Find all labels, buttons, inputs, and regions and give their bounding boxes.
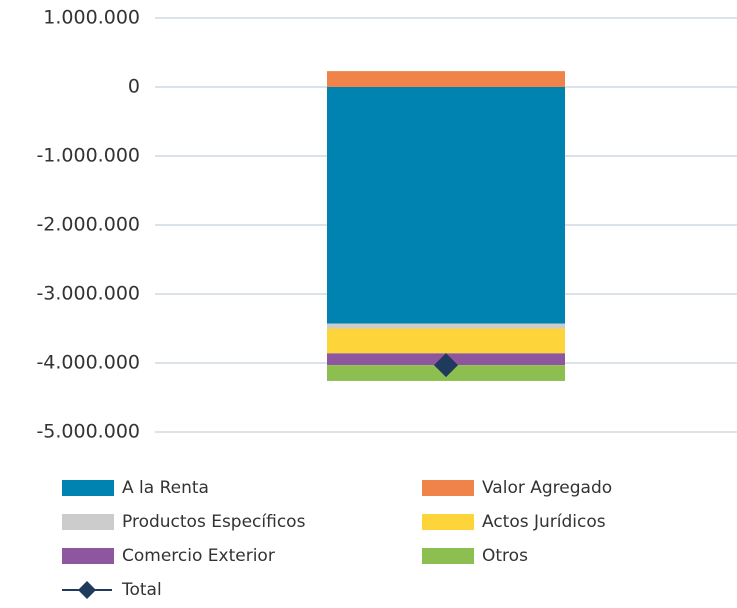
bar-segment [327, 71, 565, 87]
y-tick-label: -5.000.000 [36, 421, 140, 443]
legend-swatch [422, 514, 474, 530]
legend-label: A la Renta [122, 478, 209, 498]
legend-label: Otros [482, 546, 528, 566]
bar-segment [327, 323, 565, 329]
y-tick-label: 0 [128, 76, 140, 98]
legend-swatch [62, 480, 114, 496]
y-tick-label: 1.000.000 [43, 7, 140, 29]
legend-swatch [422, 548, 474, 564]
legend-swatch [422, 480, 474, 496]
legend-swatch [62, 514, 114, 530]
legend-label: Valor Agregado [482, 478, 612, 498]
legend-label: Actos Jurídicos [482, 512, 606, 532]
bar-segment [327, 87, 565, 324]
y-tick-label: -4.000.000 [36, 352, 140, 374]
y-tick-label: -2.000.000 [36, 214, 140, 236]
total-marker [434, 353, 458, 378]
legend-swatch [62, 548, 114, 564]
y-tick-label: -1.000.000 [36, 145, 140, 167]
legend-marker [78, 581, 96, 599]
bar-segment [327, 328, 565, 354]
legend-label: Comercio Exterior [122, 546, 275, 566]
legend-label: Productos Específicos [122, 512, 306, 532]
y-tick-label: -3.000.000 [36, 283, 140, 305]
legend-label: Total [121, 580, 162, 600]
